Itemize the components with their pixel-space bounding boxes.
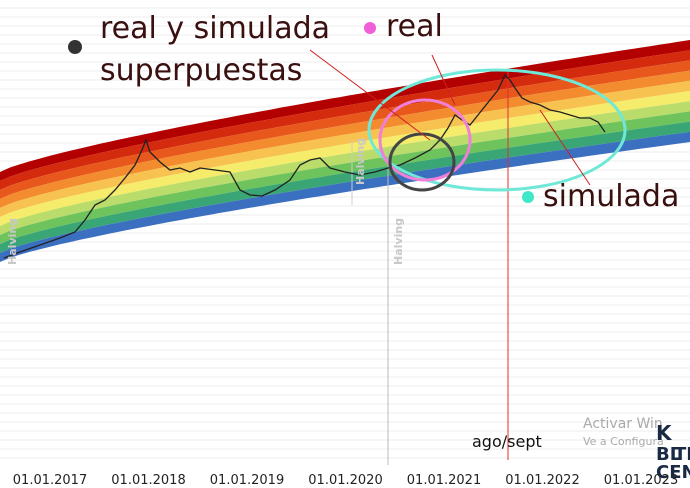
circle-simulated [367,68,627,192]
annotation: real y simulada [100,11,330,46]
dot [68,40,82,54]
logo: BL [656,444,681,465]
price-line [3,73,606,259]
marker-label: ago/sept [472,432,542,451]
pointer [309,49,431,141]
annotation: superpuestas [100,53,302,88]
x-tick-label: 01.01.2021 [407,473,481,488]
pointer [539,109,591,186]
pointer [431,54,456,106]
band [0,50,690,191]
band [0,70,690,208]
band [0,60,690,200]
rainbow-bands [0,40,690,262]
logo: CEN [656,462,690,483]
band [0,121,690,253]
halving-label: Halving [354,138,367,185]
x-tick-label: 01.01.2019 [210,473,284,488]
dot [522,191,534,203]
logo: K [656,421,673,445]
x-tick-label: 01.01.2018 [111,473,185,488]
annotation: simulada [543,179,679,214]
band [0,131,690,262]
band [0,80,690,217]
band [0,91,690,226]
annotation: real [386,9,443,44]
watermark: Activar Win [583,416,663,432]
halving-label: Halving [6,218,19,265]
dot [364,22,376,34]
watermark: Ve a Configura [583,435,664,448]
band [0,40,690,181]
circle-real [378,98,472,182]
x-tick-label: 01.01.2020 [308,473,382,488]
x-axis: 01.01.2017 01.01.2018 01.01.2019 01.01.2020… [13,473,678,488]
band [0,111,690,245]
x-tick-label: 01.01.2017 [13,473,87,488]
halving-label: Halving [392,218,405,265]
x-tick-label: 01.01.2023 [604,473,678,488]
band [0,101,690,235]
logo: TE [674,444,690,465]
x-tick-label: 01.01.2022 [505,473,579,488]
